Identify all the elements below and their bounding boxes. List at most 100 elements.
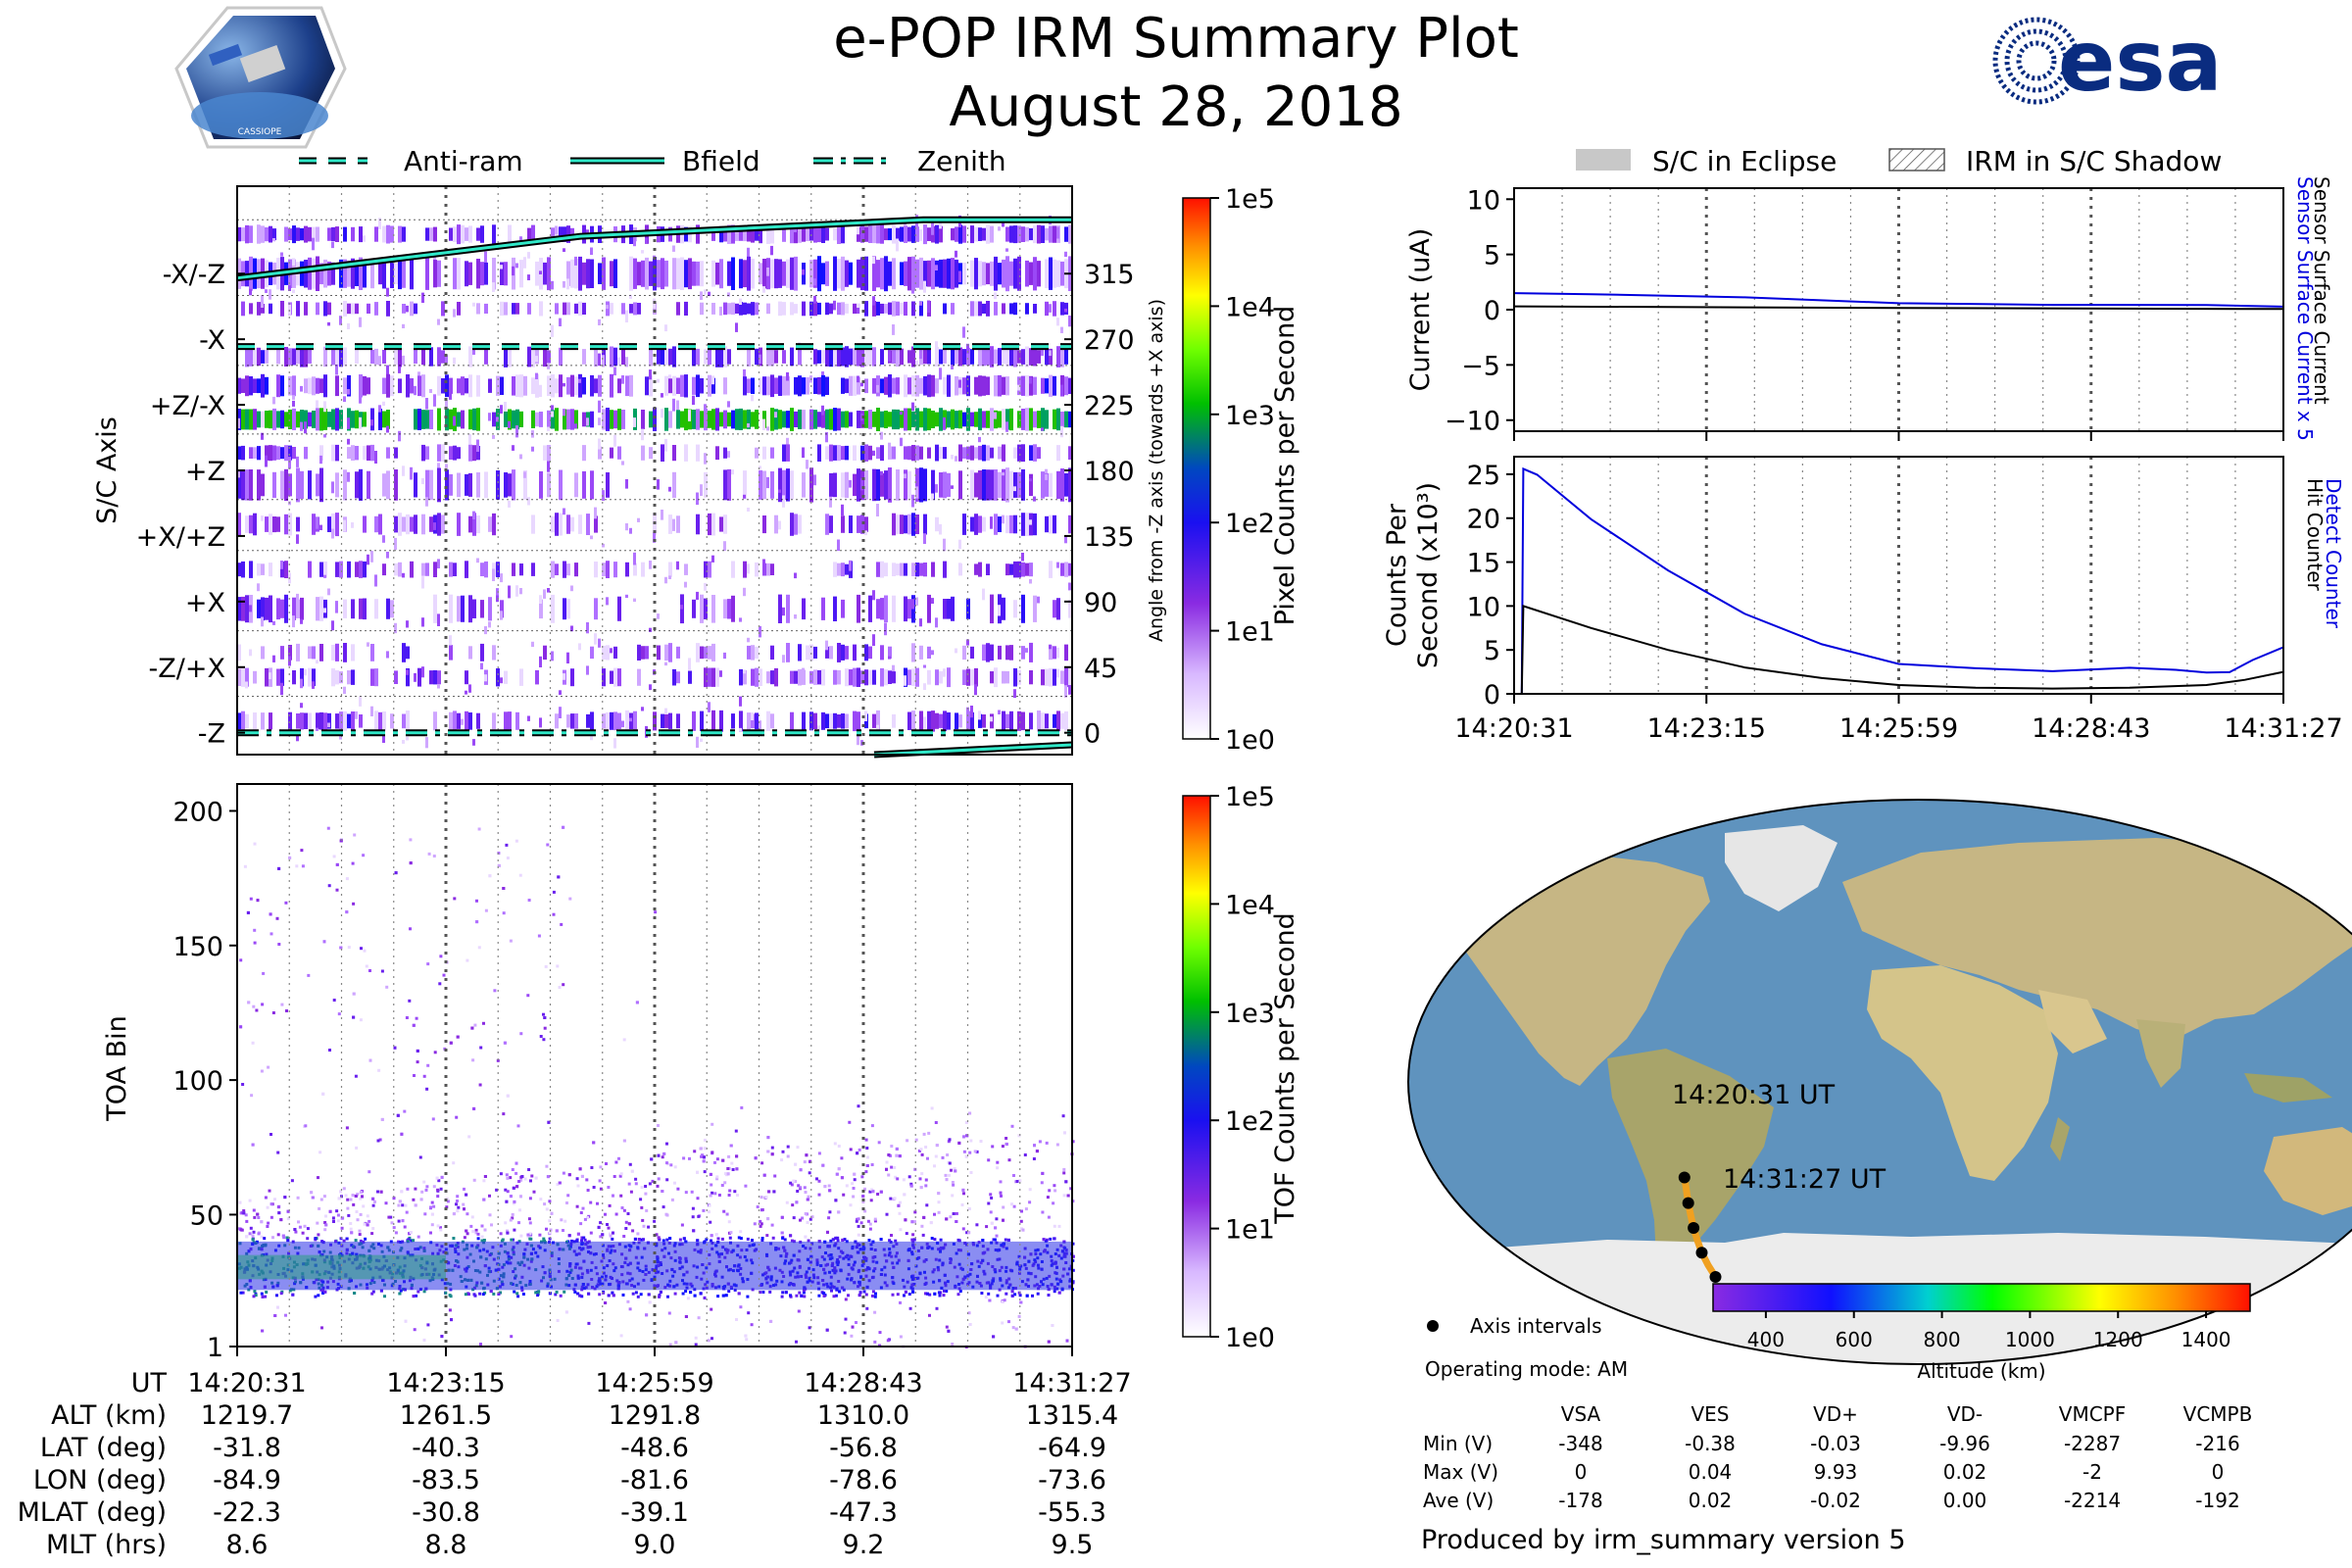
pixel-cell	[382, 735, 385, 743]
tof-cell	[967, 1311, 971, 1315]
tof-cell	[864, 1138, 868, 1142]
tof-cell	[723, 1181, 727, 1185]
tof-cell	[356, 1218, 360, 1222]
tof-cell	[400, 1132, 404, 1136]
tof-cell	[456, 1209, 460, 1213]
pixel-cell	[280, 410, 284, 429]
pixel-cell	[739, 710, 743, 732]
tof-cell	[935, 1306, 939, 1310]
tof-cell	[573, 1290, 577, 1294]
tof-cell	[252, 1230, 256, 1234]
tof-cell	[1051, 1324, 1054, 1327]
pixel-cell	[472, 348, 475, 355]
pixel-cell	[837, 408, 841, 431]
tof-cell	[1047, 1294, 1051, 1297]
pixel-cell	[488, 621, 491, 628]
pixel-cell	[339, 671, 343, 684]
tof-cell	[446, 1200, 450, 1203]
pixel-cell	[421, 666, 424, 678]
pixel-cell	[825, 227, 829, 241]
pixel-cell	[759, 377, 762, 394]
pixel-cell	[974, 412, 978, 427]
pixel-cell	[974, 376, 978, 395]
tof-cell	[580, 1239, 583, 1243]
pixel-cell	[312, 646, 316, 660]
pixel-cell	[272, 238, 275, 242]
pixel-cell	[939, 374, 942, 380]
tof-cell	[870, 1294, 874, 1298]
pixel-cell	[1009, 408, 1013, 431]
pixel-cell	[731, 561, 735, 578]
pixel-cell	[1041, 346, 1044, 357]
pixel-cell	[684, 260, 688, 288]
tof-cell	[426, 1063, 430, 1067]
tof-cell	[253, 928, 257, 932]
tof-cell	[438, 982, 442, 986]
tof-cell	[506, 1176, 510, 1180]
pixel-cell	[610, 410, 613, 429]
pixel-cell	[986, 263, 990, 285]
pixel-cell	[241, 378, 245, 393]
pixel-cell	[1029, 642, 1033, 662]
pixel-cell	[923, 261, 927, 287]
pixel-cell	[1064, 308, 1067, 313]
pixel-cell	[833, 712, 837, 729]
pixel-cell	[919, 467, 923, 503]
tof-cell	[827, 1184, 831, 1188]
pixel-cell	[312, 681, 315, 689]
pixel-cell	[719, 306, 722, 316]
pixel-cell	[363, 259, 367, 288]
tof-cell	[612, 1175, 616, 1178]
pixel-cell	[468, 684, 471, 693]
tof-cell	[335, 888, 339, 892]
tof-cell	[599, 1235, 603, 1239]
pixel-cell	[806, 227, 809, 241]
pixel-cell	[465, 261, 468, 287]
pixel-cell	[598, 374, 602, 397]
tof-cell	[1038, 1140, 1042, 1144]
pixel-cell	[590, 411, 594, 428]
pixel-cell	[563, 226, 566, 242]
pixel-cell	[1002, 444, 1005, 462]
pixel-cell	[465, 670, 468, 685]
pixel-cell	[323, 409, 327, 430]
tof-cell	[651, 1179, 655, 1183]
pixel-cell	[547, 461, 550, 472]
tof-cell	[586, 1189, 590, 1192]
pixel-cell	[437, 375, 441, 396]
pixel-cell	[433, 252, 436, 265]
pixel-cell	[394, 563, 398, 576]
pixel-cell	[719, 259, 723, 289]
pixel-cell	[1002, 710, 1005, 731]
pixel-cell	[500, 600, 504, 618]
pixel-cell	[351, 258, 355, 289]
tof-cell	[682, 1156, 686, 1160]
pixel-cell	[386, 425, 389, 433]
pixel-cell	[1033, 411, 1037, 428]
pixel-cell	[1005, 226, 1009, 242]
pixel-cell	[598, 446, 602, 460]
pixel-cell	[527, 303, 531, 315]
pixel-cell	[465, 378, 468, 394]
pixel-cell	[664, 408, 668, 431]
tof-cell	[481, 1293, 485, 1297]
tof-cell	[436, 1188, 440, 1192]
pixel-cell	[1041, 408, 1045, 431]
tof-cell	[1044, 1239, 1048, 1243]
pixel-cell	[743, 227, 747, 242]
pixel-cell	[711, 643, 715, 662]
pixel-cell	[966, 639, 969, 646]
tof-cell	[792, 1240, 796, 1244]
pixel-cell	[551, 594, 555, 623]
tof-cell	[439, 1187, 443, 1191]
tof-cell	[948, 1161, 952, 1165]
pixel-cell	[370, 706, 373, 716]
pixel-cell	[1053, 646, 1056, 660]
pixel-cell	[676, 646, 680, 659]
pixel-cell	[853, 348, 857, 366]
pixel-cell	[711, 377, 715, 394]
pixel-cell	[410, 516, 414, 532]
tof-cell	[924, 1146, 928, 1149]
pixel-cell	[1037, 261, 1041, 287]
tof-cell	[856, 1152, 859, 1155]
